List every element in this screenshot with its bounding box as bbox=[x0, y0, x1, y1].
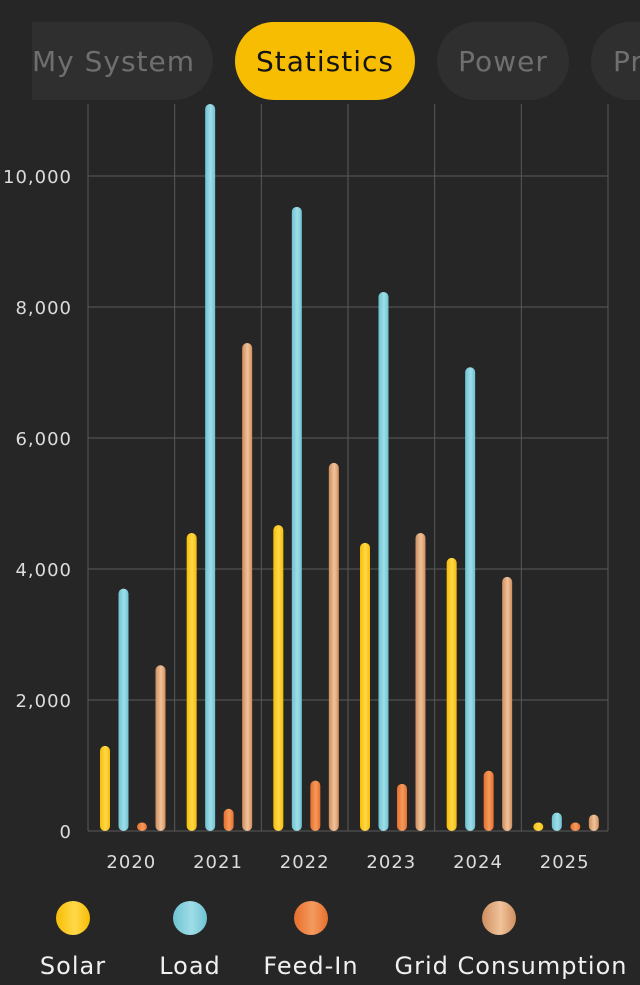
bar-grid-consumption-2020[interactable] bbox=[155, 665, 166, 831]
bar-grid-consumption-2024[interactable] bbox=[502, 576, 513, 831]
bar-chart: 0 2,000 4,000 6,000 8,000 10,000 2020 2021 2022 2… bbox=[3, 104, 609, 873]
bar-load-2020[interactable] bbox=[118, 588, 129, 831]
bar-feed-in-2021[interactable] bbox=[223, 808, 234, 831]
legend-label-feed-in: Feed-In bbox=[263, 952, 359, 980]
legend-swatch-feed-in bbox=[294, 901, 328, 935]
legend-item-grid-consumption[interactable]: Grid Consumption bbox=[386, 890, 636, 980]
legend-swatch-load bbox=[173, 901, 207, 935]
tab-statistics[interactable]: Statistics bbox=[235, 22, 415, 100]
bars bbox=[100, 104, 599, 832]
bar-load-2023[interactable] bbox=[378, 291, 389, 832]
legend-label-solar: Solar bbox=[39, 952, 107, 980]
bar-feed-in-2020[interactable] bbox=[137, 822, 147, 831]
x-tick-label: 2022 bbox=[280, 852, 330, 873]
x-tick-label: 2023 bbox=[366, 852, 416, 873]
legend-swatch-solar bbox=[56, 901, 90, 935]
bar-solar-2024[interactable] bbox=[446, 557, 457, 831]
legend-item-load[interactable]: Load bbox=[120, 890, 260, 980]
grid bbox=[87, 104, 609, 832]
bar-load-2024[interactable] bbox=[465, 367, 476, 831]
bar-grid-consumption-2025[interactable] bbox=[588, 814, 599, 831]
y-tick-label: 10,000 bbox=[3, 167, 72, 188]
bar-feed-in-2024[interactable] bbox=[483, 770, 494, 831]
legend: Solar Load Feed-In Grid Consumption bbox=[0, 890, 640, 985]
bar-solar-2023[interactable] bbox=[360, 542, 370, 831]
bar-load-2025[interactable] bbox=[551, 812, 562, 831]
bar-feed-in-2023[interactable] bbox=[397, 783, 407, 831]
x-tick-label: 2021 bbox=[193, 852, 243, 873]
legend-item-solar[interactable]: Solar bbox=[3, 890, 143, 980]
y-tick-label: 0 bbox=[60, 822, 72, 843]
bar-grid-consumption-2022[interactable] bbox=[328, 462, 339, 831]
bar-feed-in-2025[interactable] bbox=[570, 822, 581, 831]
bar-solar-2025[interactable] bbox=[533, 822, 544, 831]
bar-grid-consumption-2021[interactable] bbox=[242, 343, 253, 831]
bar-solar-2020[interactable] bbox=[100, 745, 110, 831]
y-tick-label: 6,000 bbox=[15, 429, 72, 450]
tab-my-system[interactable]: My System bbox=[32, 22, 213, 100]
x-tick-label: 2020 bbox=[106, 852, 156, 873]
bar-load-2021[interactable] bbox=[205, 104, 216, 831]
x-tick-label: 2025 bbox=[540, 852, 590, 873]
bar-feed-in-2022[interactable] bbox=[310, 780, 321, 831]
bar-solar-2022[interactable] bbox=[273, 525, 284, 831]
tab-power[interactable]: Power bbox=[437, 22, 569, 100]
tab-bar: My System Statistics Power Pr bbox=[0, 0, 640, 110]
y-tick-label: 2,000 bbox=[15, 691, 72, 712]
bar-load-2022[interactable] bbox=[291, 206, 302, 831]
y-tick-label: 8,000 bbox=[15, 298, 72, 319]
legend-swatch-grid-consumption bbox=[482, 901, 516, 935]
bar-solar-2021[interactable] bbox=[186, 532, 197, 831]
y-tick-label: 4,000 bbox=[15, 560, 72, 581]
legend-label-grid-consumption: Grid Consumption bbox=[394, 952, 628, 980]
bar-grid-consumption-2023[interactable] bbox=[415, 532, 426, 831]
legend-label-load: Load bbox=[159, 952, 221, 980]
axis-labels: 0 2,000 4,000 6,000 8,000 10,000 2020 2021 2022 2… bbox=[3, 167, 590, 873]
legend-item-feed-in[interactable]: Feed-In bbox=[241, 890, 381, 980]
x-tick-label: 2024 bbox=[453, 852, 503, 873]
